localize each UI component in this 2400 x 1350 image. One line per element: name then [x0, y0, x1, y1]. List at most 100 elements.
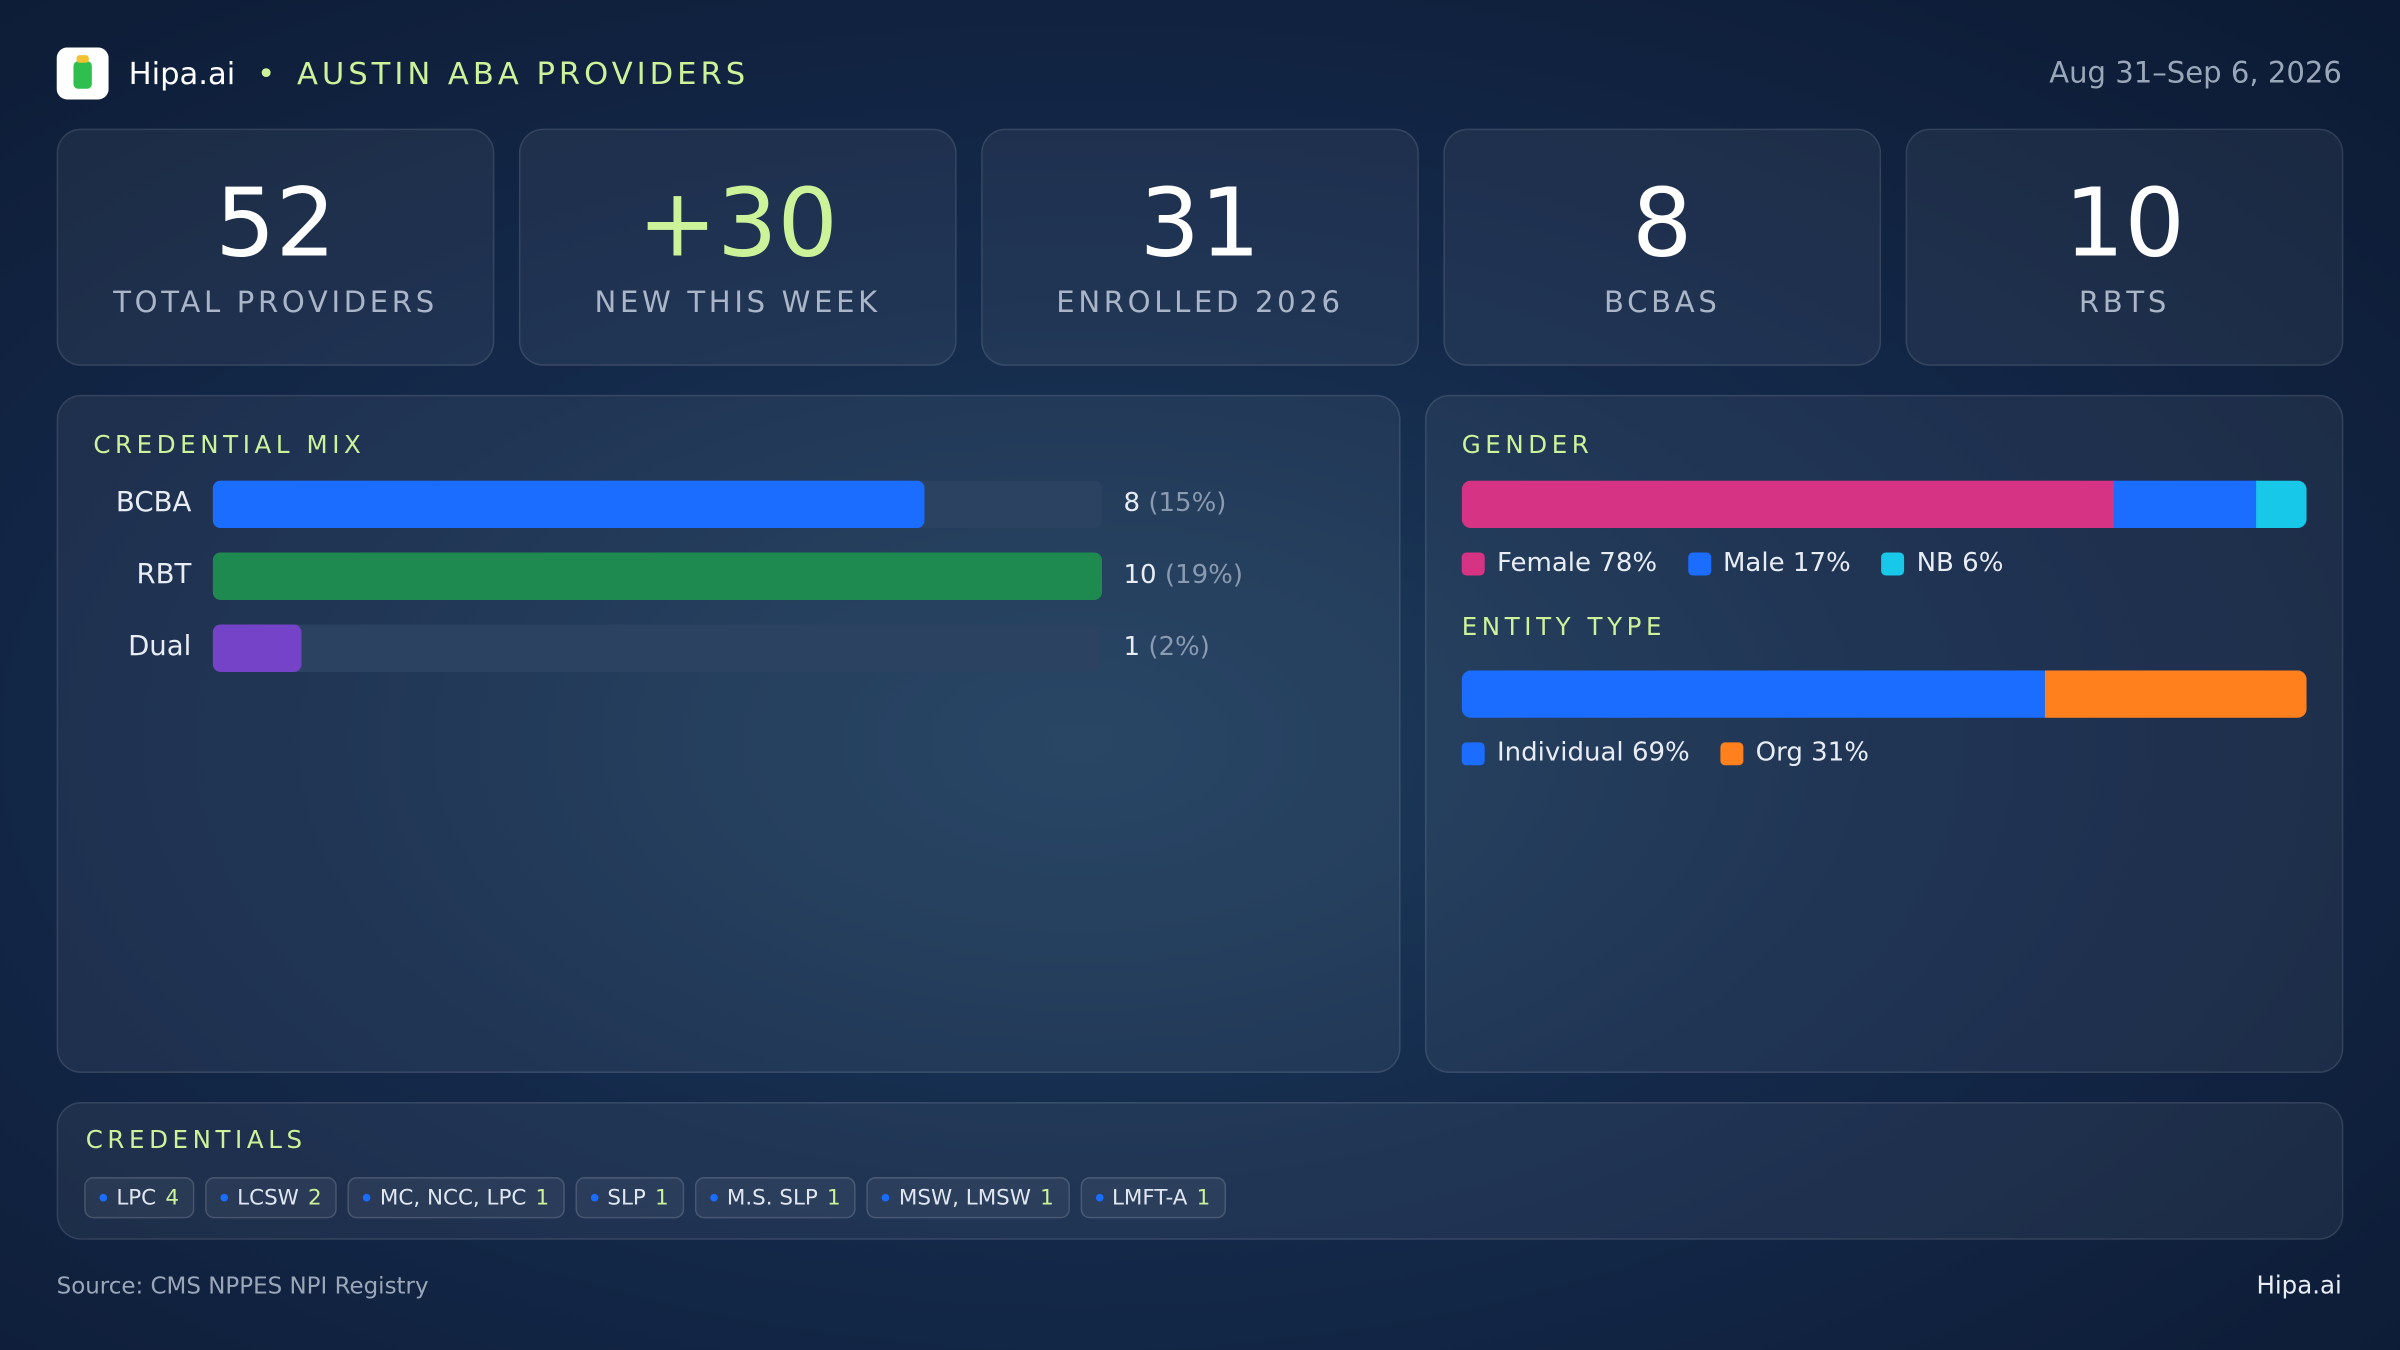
- bar-track: [212, 480, 1103, 529]
- share-label: (2%): [1148, 632, 1210, 663]
- kpi-card: 52 TOTAL PROVIDERS: [56, 128, 495, 366]
- kpi-card: 10 RBTS: [1905, 128, 2344, 366]
- chip-count: 1: [827, 1185, 841, 1210]
- bar-value: 8 (15%): [1123, 488, 1226, 519]
- chip-label: LPC: [116, 1185, 157, 1210]
- footer-brand: Hipa.ai: [2256, 1270, 2342, 1300]
- bar-segment: [2114, 480, 2258, 529]
- kpi-label: ENROLLED 2026: [1056, 286, 1344, 320]
- chip-count: 1: [655, 1185, 669, 1210]
- credential-chip: LPC 4: [84, 1177, 195, 1219]
- chip-dot: [590, 1193, 599, 1202]
- value-label: 8: [1123, 488, 1141, 519]
- legend: Female 78% Male 17% NB 6%: [1461, 548, 2003, 579]
- section-title: CREDENTIAL MIX: [93, 430, 366, 460]
- kpi-value: +30: [637, 166, 838, 279]
- legend-name: NB: [1916, 547, 1954, 579]
- credential-chip: SLP 1: [575, 1177, 684, 1219]
- credential-chip: LMFT-A 1: [1079, 1177, 1226, 1219]
- logo: [56, 47, 109, 100]
- kpi-value: 31: [1139, 166, 1261, 279]
- legend-item: Individual 69%: [1461, 738, 1690, 769]
- credential-chips: LPC 4 LCSW 2 MC, NCC, LPC 1 SLP 1 M.S. SLP 1 MSW, …: [84, 1177, 1226, 1219]
- bar-segment: [1461, 480, 2115, 529]
- bar: [212, 552, 1103, 600]
- legend-name: Individual: [1496, 737, 1624, 769]
- legend-swatch: [1720, 741, 1744, 765]
- legend-swatch: [1687, 551, 1711, 575]
- legend-text: NB 6%: [1917, 548, 2004, 579]
- legend-name: Male: [1722, 547, 1785, 579]
- kpi-label: TOTAL PROVIDERS: [113, 286, 438, 320]
- bar-track: [212, 624, 1103, 672]
- legend-item: NB 6%: [1881, 548, 2003, 579]
- legend-item: Org 31%: [1720, 738, 1869, 769]
- share-label: (19%): [1164, 560, 1244, 591]
- credential-chip: MSW, LMSW 1: [866, 1177, 1070, 1219]
- chip-dot: [710, 1193, 718, 1202]
- section-title: ENTITY TYPE: [1461, 612, 1667, 642]
- chip-dot: [1095, 1193, 1103, 1202]
- bar-value: 1 (2%): [1123, 632, 1209, 663]
- date-range: Aug 31–Sep 6, 2026: [2049, 56, 2342, 91]
- bar-label: RBT: [136, 558, 192, 591]
- chip-count: 2: [308, 1185, 322, 1210]
- legend-swatch: [1461, 741, 1485, 765]
- stacked-bar: [1461, 670, 2307, 718]
- source: Source: CMS NPPES NPI Registry: [56, 1271, 429, 1300]
- legend-swatch: [1461, 551, 1485, 575]
- brand: Hipa.ai: [128, 55, 236, 92]
- chip-count: 1: [535, 1185, 550, 1210]
- value-label: 10: [1123, 560, 1157, 591]
- section-title: GENDER: [1461, 430, 1594, 460]
- chip-label: LCSW: [237, 1185, 299, 1210]
- bar-value: 10 (19%): [1123, 560, 1243, 591]
- dashboard-title: AUSTIN ABA PROVIDERS: [296, 55, 750, 92]
- chip-dot: [882, 1193, 890, 1202]
- legend-value: 6%: [1962, 547, 2004, 579]
- bar: [212, 624, 302, 672]
- legend-text: Female 78%: [1497, 548, 1657, 579]
- chip-label: M.S. SLP: [726, 1185, 818, 1210]
- kpi-label: NEW THIS WEEK: [594, 286, 881, 320]
- chip-label: LMFT-A: [1111, 1185, 1188, 1210]
- credential-chip: MC, NCC, LPC 1: [347, 1177, 565, 1219]
- chip-count: 4: [165, 1185, 180, 1210]
- legend-item: Female 78%: [1461, 548, 1657, 579]
- legend-text: Male 17%: [1723, 548, 1851, 579]
- legend-value: 78%: [1599, 547, 1658, 579]
- legend-text: Org 31%: [1756, 738, 1869, 769]
- stacked-bar: [1461, 480, 2307, 529]
- legend-name: Org: [1755, 737, 1803, 769]
- legend: Individual 69% Org 31%: [1461, 738, 1869, 769]
- bar-segment: [2044, 670, 2307, 718]
- credentials-panel: [56, 1102, 2344, 1240]
- bar: [212, 480, 925, 529]
- kpi-card: 8 BCBAS: [1443, 128, 1882, 366]
- legend-value: 17%: [1792, 547, 1851, 579]
- chip-dot: [99, 1193, 108, 1202]
- credential-chip: M.S. SLP 1: [694, 1177, 856, 1219]
- bar-label: BCBA: [115, 486, 192, 519]
- kpi-value: 10: [2064, 166, 2185, 279]
- legend-item: Male 17%: [1687, 548, 1851, 579]
- bar-segment: [2256, 480, 2307, 529]
- chip-label: MSW, LMSW: [898, 1185, 1031, 1210]
- legend-name: Female: [1496, 547, 1592, 579]
- kpi-label: BCBAS: [1604, 286, 1721, 320]
- separator: •: [257, 55, 276, 92]
- kpi-card: 31 ENROLLED 2026: [981, 128, 1419, 366]
- value-label: 1: [1123, 632, 1141, 663]
- kpi-value: 8: [1632, 166, 1693, 279]
- kpi-card: +30 NEW THIS WEEK: [518, 128, 957, 366]
- bar-track: [212, 552, 1103, 600]
- chip-label: SLP: [607, 1185, 646, 1210]
- bar-label: Dual: [128, 630, 192, 663]
- chip-count: 1: [1040, 1185, 1054, 1210]
- share-label: (15%): [1148, 488, 1227, 519]
- bar-segment: [1461, 670, 2046, 718]
- kpi-label: RBTS: [2078, 286, 2171, 320]
- legend-text: Individual 69%: [1497, 738, 1690, 769]
- legend-swatch: [1881, 551, 1905, 575]
